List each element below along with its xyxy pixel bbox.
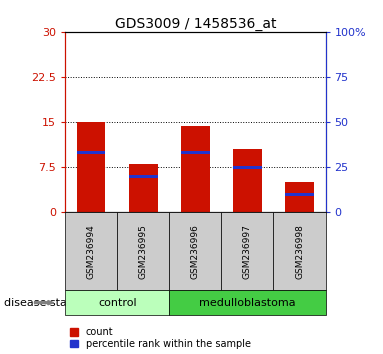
Text: GSM236997: GSM236997: [243, 224, 252, 279]
Bar: [129, 164, 157, 212]
Bar: [181, 151, 210, 154]
Legend: count, percentile rank within the sample: count, percentile rank within the sample: [70, 327, 250, 349]
Title: GDS3009 / 1458536_at: GDS3009 / 1458536_at: [115, 17, 276, 31]
Bar: [233, 166, 262, 169]
Bar: [129, 175, 157, 178]
Bar: [233, 149, 262, 212]
Bar: [181, 126, 210, 212]
Text: GSM236995: GSM236995: [139, 224, 148, 279]
Text: GSM236994: GSM236994: [87, 224, 96, 279]
Bar: [77, 121, 105, 212]
Text: control: control: [98, 298, 136, 308]
Text: medulloblastoma: medulloblastoma: [199, 298, 296, 308]
Bar: [285, 182, 314, 212]
Text: disease state: disease state: [4, 298, 78, 308]
Bar: [77, 151, 105, 154]
Bar: [285, 193, 314, 196]
Text: GSM236996: GSM236996: [191, 224, 200, 279]
Text: GSM236998: GSM236998: [295, 224, 304, 279]
